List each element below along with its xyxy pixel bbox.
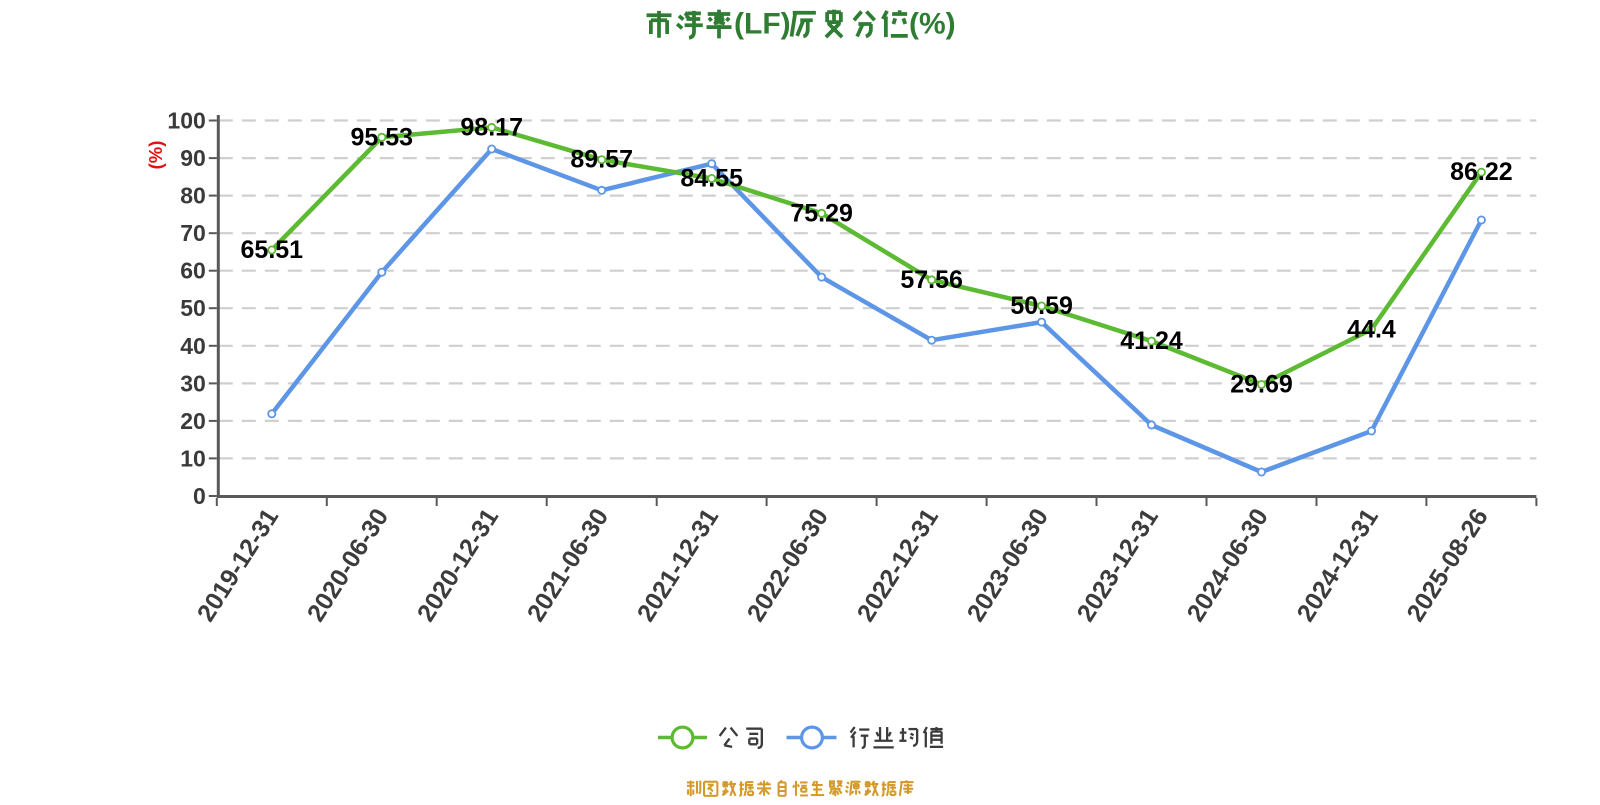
svg-text:20: 20 [180,408,206,434]
svg-text:30: 30 [180,370,206,396]
svg-text:29.69: 29.69 [1230,371,1293,399]
svg-text:(%): (%) [145,141,166,170]
svg-text:70: 70 [180,220,206,246]
svg-text:50: 50 [180,295,206,321]
svg-text:90: 90 [180,145,206,171]
svg-text:60: 60 [180,258,206,284]
svg-text:50.59: 50.59 [1010,292,1073,320]
svg-text:95.53: 95.53 [351,123,414,151]
svg-text:80: 80 [180,183,206,209]
svg-text:(%): (%) [909,8,956,41]
svg-text:40: 40 [180,333,206,359]
svg-text:(LF): (LF) [734,8,791,41]
svg-text:89.57: 89.57 [570,146,633,174]
svg-text:84.55: 84.55 [680,165,743,193]
svg-text:98.17: 98.17 [460,113,523,141]
svg-text:65.51: 65.51 [241,236,304,264]
svg-text:0: 0 [193,483,206,509]
svg-text:57.56: 57.56 [900,266,963,294]
svg-text:44.4: 44.4 [1347,315,1396,343]
svg-text:100: 100 [167,108,205,134]
svg-text:75.29: 75.29 [790,199,853,227]
svg-text:10: 10 [180,445,206,471]
svg-text:41.24: 41.24 [1120,327,1183,355]
svg-text:86.22: 86.22 [1450,158,1513,186]
